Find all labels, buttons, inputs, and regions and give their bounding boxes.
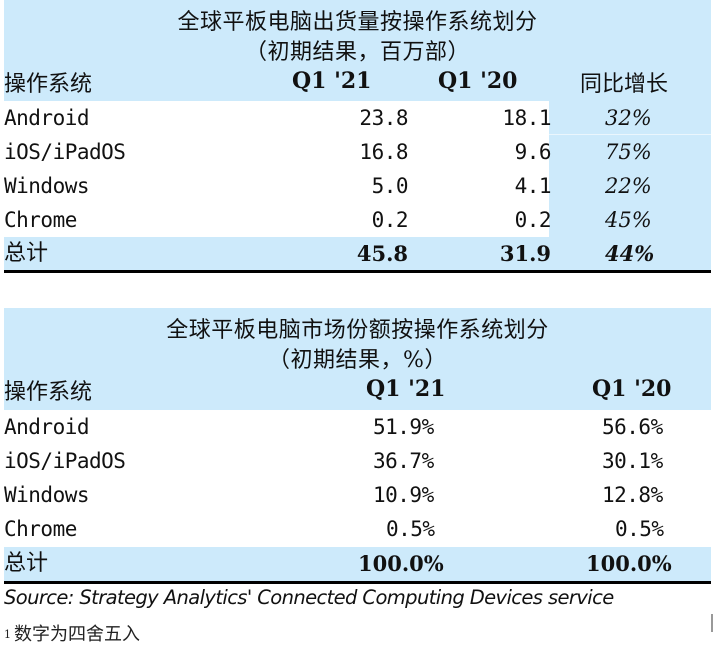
os-name: Windows [4, 483, 90, 507]
value-q1-20: 0.2 [514, 208, 552, 232]
share-q1-20: 56.6% [602, 415, 663, 439]
footnote: 1 数字为四舍五入 [4, 620, 140, 646]
value-yoy: 32% [605, 106, 652, 130]
table-title: 全球平板电脑出货量按操作系统划分 [177, 10, 538, 35]
value-q1-21: 23.8 [359, 106, 408, 130]
table-row: iOS/iPadOS 16.8 9.6 75% [4, 135, 711, 169]
value-q1-20: 4.1 [514, 174, 552, 198]
os-name: Windows [4, 174, 90, 198]
table-subtitle: （初期结果，百万部） [244, 40, 470, 65]
footnote-mark: 1 [4, 628, 11, 641]
table-row: Windows 5.0 4.1 22% [4, 169, 711, 203]
total-q1-20: 31.9 [499, 241, 551, 266]
value-q1-21: 5.0 [371, 174, 409, 198]
column-header-q1-21: Q1 '21 [366, 376, 446, 402]
bottom-rule [4, 270, 711, 273]
total-yoy: 44% [605, 241, 655, 266]
yoy-column-bg [549, 101, 711, 237]
table-header: 全球平板电脑市场份额按操作系统划分 （初期结果，%） 操作系统 Q1 '21 Q… [4, 308, 711, 410]
footnote-text: 数字为四舍五入 [14, 624, 140, 645]
table-row: iOS/iPadOS 36.7% 30.1% [4, 444, 711, 478]
os-name: iOS/iPadOS [4, 449, 126, 473]
value-q1-20: 9.6 [514, 140, 552, 164]
value-yoy: 22% [605, 174, 652, 198]
share-q1-21: 36.7% [373, 449, 434, 473]
market-share-table: 全球平板电脑市场份额按操作系统划分 （初期结果，%） 操作系统 Q1 '21 Q… [4, 308, 711, 584]
table-row: Chrome 0.2 0.2 45% [4, 203, 711, 237]
share-q1-20: 12.8% [602, 483, 663, 507]
table-header: 全球平板电脑出货量按操作系统划分 （初期结果，百万部） 操作系统 Q1 '21 … [4, 0, 711, 101]
column-header-q1-20: Q1 '20 [592, 376, 672, 402]
value-q1-20: 18.1 [502, 106, 551, 130]
table-row: Android 23.8 18.1 32% [4, 101, 711, 135]
row-divider [549, 134, 711, 135]
share-q1-20: 0.5% [615, 517, 664, 541]
total-q1-20: 100.0% [586, 551, 672, 576]
value-yoy: 75% [605, 140, 652, 164]
value-q1-21: 0.2 [371, 208, 409, 232]
column-header-q1-21: Q1 '21 [292, 68, 372, 94]
column-header-yoy: 同比增长 [580, 72, 669, 97]
total-label: 总计 [4, 241, 49, 266]
os-name: iOS/iPadOS [4, 140, 126, 164]
total-row: 总计 45.8 31.9 44% [4, 237, 711, 271]
total-q1-21: 100.0% [358, 551, 444, 576]
column-header-os: 操作系统 [4, 380, 93, 405]
column-header-q1-20: Q1 '20 [438, 68, 518, 94]
os-name: Chrome [4, 208, 77, 232]
table-row: Windows 10.9% 12.8% [4, 478, 711, 512]
os-name: Android [4, 106, 90, 130]
bottom-rule [4, 581, 711, 584]
table-subtitle: （初期结果，%） [268, 348, 447, 373]
share-q1-21: 0.5% [386, 517, 435, 541]
column-header-os: 操作系统 [4, 72, 93, 97]
table-row: Chrome 0.5% 0.5% [4, 512, 711, 546]
edge-mark [711, 614, 713, 632]
total-label: 总计 [4, 551, 49, 576]
value-yoy: 45% [605, 208, 652, 232]
table-title: 全球平板电脑市场份额按操作系统划分 [166, 318, 549, 343]
os-name: Android [4, 415, 90, 439]
total-q1-21: 45.8 [356, 241, 408, 266]
table-row: Android 51.9% 56.6% [4, 410, 711, 444]
total-row: 总计 100.0% 100.0% [4, 547, 711, 581]
share-q1-21: 51.9% [373, 415, 434, 439]
os-name: Chrome [4, 517, 77, 541]
shipments-table: 全球平板电脑出货量按操作系统划分 （初期结果，百万部） 操作系统 Q1 '21 … [4, 0, 711, 273]
source-caption: Source: Strategy Analytics' Connected Co… [4, 586, 614, 609]
share-q1-21: 10.9% [373, 483, 434, 507]
value-q1-21: 16.8 [359, 140, 408, 164]
share-q1-20: 30.1% [602, 449, 663, 473]
